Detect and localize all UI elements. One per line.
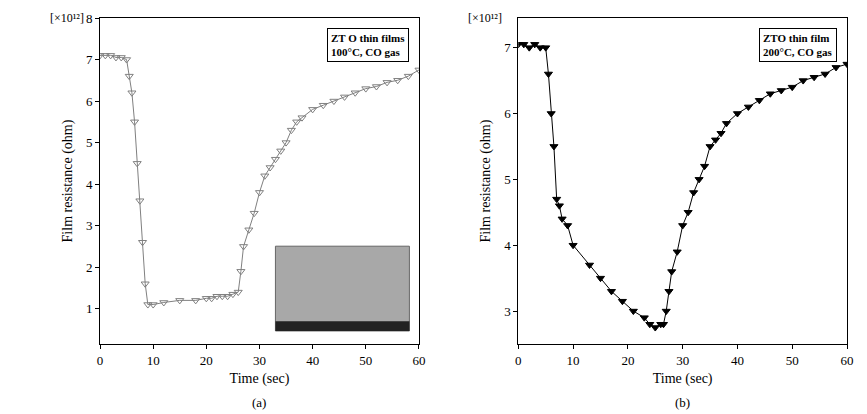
svg-text:0: 0 bbox=[515, 353, 522, 368]
svg-text:50: 50 bbox=[359, 353, 372, 368]
svg-text:60: 60 bbox=[841, 353, 854, 368]
svg-text:[×10¹²]: [×10¹²] bbox=[50, 11, 84, 25]
svg-text:30: 30 bbox=[253, 353, 266, 368]
svg-text:20: 20 bbox=[200, 353, 213, 368]
svg-text:0: 0 bbox=[97, 353, 104, 368]
svg-text:3: 3 bbox=[86, 218, 93, 233]
svg-text:Film resistance (ohm): Film resistance (ohm) bbox=[60, 119, 76, 242]
svg-text:10: 10 bbox=[567, 353, 580, 368]
svg-text:Time (sec): Time (sec) bbox=[653, 371, 713, 387]
svg-text:7: 7 bbox=[86, 52, 93, 67]
svg-text:ZTO thin film200°C, CO gas: ZTO thin film200°C, CO gas bbox=[763, 32, 833, 58]
svg-text:(b): (b) bbox=[675, 395, 690, 410]
svg-text:5: 5 bbox=[504, 172, 511, 187]
svg-text:Film resistance (ohm): Film resistance (ohm) bbox=[478, 119, 494, 242]
svg-text:(a): (a) bbox=[252, 395, 266, 410]
svg-text:4: 4 bbox=[504, 238, 511, 253]
svg-text:7: 7 bbox=[504, 40, 511, 55]
svg-text:8: 8 bbox=[86, 11, 93, 26]
svg-text:[×10¹²]: [×10¹²] bbox=[468, 11, 502, 25]
svg-text:10: 10 bbox=[147, 353, 160, 368]
svg-text:ZT O thin films100°C, CO gas: ZT O thin films100°C, CO gas bbox=[331, 32, 405, 58]
svg-text:3: 3 bbox=[504, 304, 511, 319]
svg-text:5: 5 bbox=[86, 135, 93, 150]
svg-text:20: 20 bbox=[621, 353, 634, 368]
svg-text:60: 60 bbox=[412, 353, 425, 368]
svg-text:2: 2 bbox=[86, 260, 93, 275]
svg-text:50: 50 bbox=[786, 353, 799, 368]
svg-text:30: 30 bbox=[676, 353, 689, 368]
svg-text:6: 6 bbox=[86, 94, 93, 109]
svg-text:6: 6 bbox=[504, 106, 511, 121]
svg-text:40: 40 bbox=[731, 353, 744, 368]
svg-text:1: 1 bbox=[86, 301, 93, 316]
svg-text:4: 4 bbox=[86, 177, 93, 192]
svg-text:Time (sec): Time (sec) bbox=[230, 371, 290, 387]
svg-text:40: 40 bbox=[306, 353, 319, 368]
